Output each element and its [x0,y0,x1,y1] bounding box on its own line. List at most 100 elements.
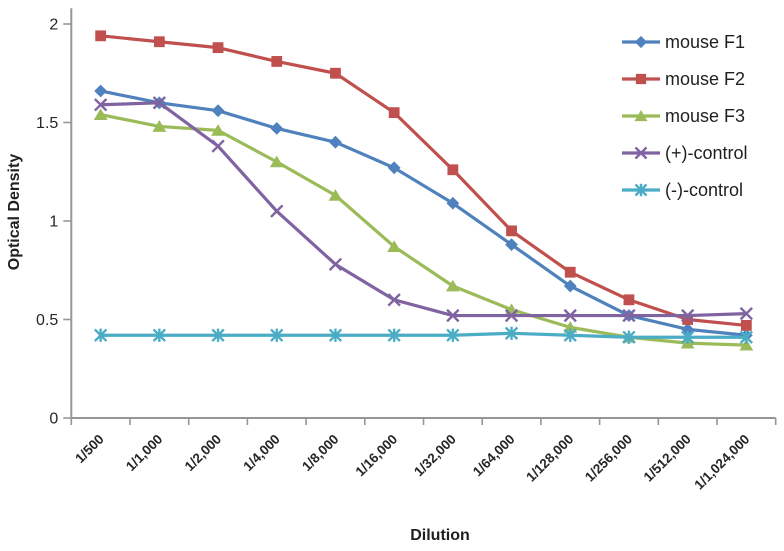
y-tick-label: 2 [49,17,58,34]
x-tick-label: 1/2,000 [182,432,224,474]
x-marker [152,96,166,110]
series-1-mouse-f2 [95,30,752,331]
series-4-control [94,326,753,344]
legend-marker-square-icon [622,73,660,85]
triangle-marker [211,124,225,136]
diamond-marker [505,238,518,252]
asterisk-marker [504,326,519,340]
square-marker [388,107,400,119]
x-marker [328,257,343,271]
series-3-control [94,96,753,323]
diamond-marker [387,161,401,175]
x-tick-label: 1/64,000 [470,432,518,480]
legend-item-mouse-f3: mouse F3 [621,105,748,127]
asterisk-marker [328,328,343,342]
square-marker [623,294,635,306]
triangle-marker [387,240,402,253]
y-tick-label: 1.5 [36,115,58,132]
x-marker [739,306,753,321]
asterisk-marker [563,328,577,342]
legend-marker-triangle-icon [622,110,660,122]
x-tick-label: 1/500 [72,432,107,467]
asterisk-marker [211,328,225,342]
asterisk-marker [446,328,460,342]
x-axis: 1/500 1/1,000 1/2,000 1/4,000 1/8,000 1/16,00… [70,417,777,493]
legend-label: mouse F3 [665,105,746,126]
square-marker [635,73,647,85]
asterisk-marker [681,330,695,344]
square-marker [506,225,517,237]
legend-marker-x-icon [622,146,660,160]
triangle-marker [563,321,578,333]
square-marker [740,320,752,331]
legend-item-positive-control: (+)-control [621,142,748,164]
triangle-marker [269,155,284,168]
triangle-marker [739,338,754,351]
diamond-marker [446,196,460,210]
x-marker [211,139,225,153]
triangle-marker [445,279,460,292]
y-tick-label: 0 [49,411,58,428]
x-marker [622,308,636,323]
x-tick-label: 1/512,000 [641,432,694,485]
x-axis-title: Dilution [410,527,470,544]
legend-marker-asterisk-icon [622,183,660,197]
diamond-marker [329,135,342,149]
x-marker [387,293,401,307]
diamond-marker [634,35,648,49]
x-tick-label: 1/8,000 [299,432,341,474]
triangle-marker [93,108,108,121]
asterisk-marker [634,183,648,197]
asterisk-marker [152,328,166,342]
x-marker [563,308,577,323]
triangle-marker [152,120,167,132]
asterisk-marker [270,328,284,342]
square-marker [330,67,341,79]
triangle-marker [328,189,343,201]
series-0-mouse-f1 [94,84,753,342]
x-marker [681,308,695,323]
square-marker [95,30,107,42]
y-axis-title: Optical Density [6,153,23,271]
legend-label: (+)-control [665,142,748,163]
x-tick-label: 1/256,000 [582,432,635,485]
asterisk-marker [94,328,108,342]
legend-marker-diamond-icon [622,35,660,49]
x-marker [94,98,108,112]
square-marker [212,42,224,54]
diamond-marker [270,122,284,135]
y-tick-label: 0.5 [36,312,58,329]
square-marker [447,164,459,176]
legend-label: (-)-control [665,179,744,200]
asterisk-marker [739,330,753,344]
square-marker [682,314,694,325]
x-tick-label: 1/1,024,000 [691,432,752,493]
square-marker [564,266,576,278]
legend-item-mouse-f2: mouse F2 [621,68,748,90]
legend-item-mouse-f1: mouse F1 [621,31,748,53]
x-marker [446,308,460,323]
x-tick-label: 1/32,000 [411,432,459,480]
x-tick-label: 1/4,000 [240,432,282,474]
y-axis: 0 0.5 1 1.5 2 [36,8,73,428]
triangle-marker [634,110,648,122]
legend-label: mouse F1 [665,31,746,52]
series-line [100,331,747,339]
x-tick-label: 1/128,000 [523,432,576,485]
y-tick-label: 1 [49,214,58,231]
legend: mouse F1 mouse F2 mouse F3 (+)-control (… [621,31,748,201]
asterisk-marker [387,328,401,342]
square-marker [271,56,283,67]
legend-label: mouse F2 [665,68,746,89]
x-marker [504,308,519,323]
asterisk-marker [622,330,636,344]
legend-item-negative-control: (-)-control [621,179,748,201]
diamond-marker [94,84,108,98]
series-line [100,34,747,328]
series-line [100,89,747,337]
x-marker [270,204,284,218]
series-line [100,101,747,318]
square-marker [153,36,165,48]
